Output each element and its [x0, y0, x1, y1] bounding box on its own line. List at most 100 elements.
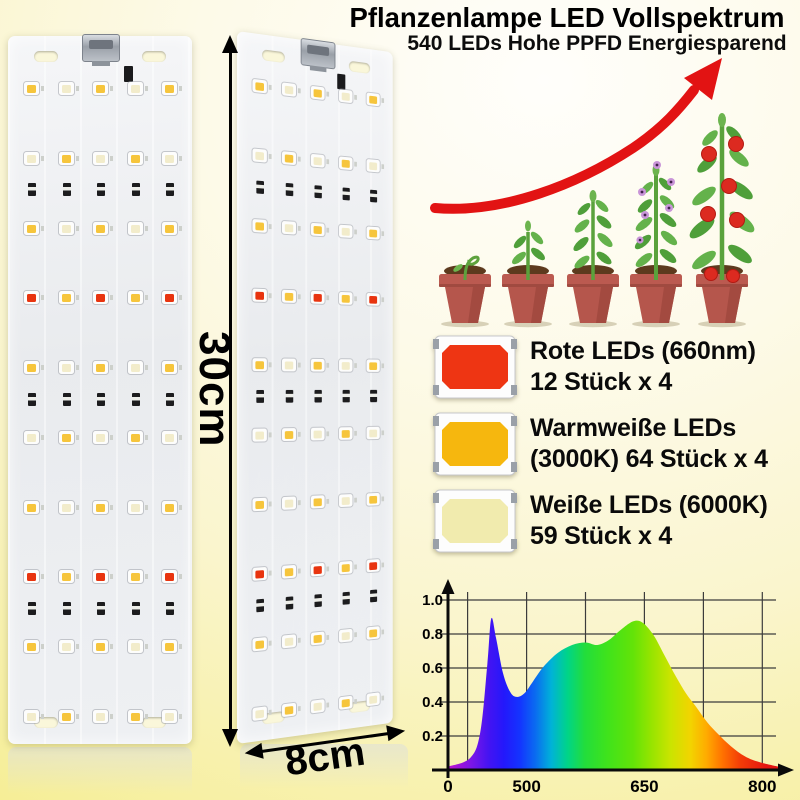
led-chip [59, 361, 79, 374]
mounting-hole [34, 717, 58, 728]
resistor-chip [370, 189, 378, 203]
led-chip [366, 559, 380, 573]
led-chip [93, 640, 113, 653]
led-chip [282, 82, 297, 97]
led-chip [128, 222, 148, 235]
led-chip [339, 628, 353, 643]
led-chip [162, 710, 182, 723]
resistor-chip [256, 389, 264, 403]
led-chip [339, 291, 353, 305]
led-chip [282, 634, 297, 649]
led-chip [162, 431, 182, 444]
spectrum-chart: 0.2 0.4 0.6 0.8 1.0 0 500 650 800 [422, 579, 794, 796]
led-chip [339, 89, 353, 104]
led-chip [24, 361, 44, 374]
led-chip [310, 495, 325, 509]
chart-axes [432, 579, 794, 778]
resistor-chip [285, 182, 294, 197]
led-chip [24, 82, 44, 95]
svg-text:650: 650 [630, 777, 658, 796]
svg-text:0.4: 0.4 [422, 694, 444, 711]
mounting-hole [262, 49, 285, 64]
resistor-chip [342, 187, 350, 201]
led-chip [24, 710, 44, 723]
panel-reflection [240, 744, 408, 796]
arrow-right-icon [386, 722, 407, 742]
resistor-chip [132, 183, 140, 196]
legend-label: Weiße LEDs (6000K) [530, 491, 768, 519]
led-chip [310, 153, 325, 168]
resistor-chip [166, 602, 174, 615]
led-chip [128, 361, 148, 374]
mounting-hole [348, 60, 371, 74]
usb-connector [82, 34, 120, 66]
resistor-chip [166, 183, 174, 196]
led-chip [24, 291, 44, 304]
led-chip [252, 78, 267, 94]
smd-component [337, 73, 346, 90]
led-chip [128, 291, 148, 304]
led-chip [252, 148, 267, 163]
fruit-icon [700, 136, 745, 283]
height-dimension-label: 30cm [190, 331, 239, 448]
resistor-chip [314, 185, 322, 199]
led-chip [366, 426, 380, 440]
legend-row-red: Rote LEDs (660nm) 12 Stück x 4 [433, 334, 768, 400]
page-subtitle: 540 LEDs Hohe PPFD Energiesparend [407, 32, 787, 55]
led-chip [366, 359, 380, 372]
led-panel-angled [237, 31, 393, 744]
led-chip [59, 570, 79, 583]
mounting-hole [142, 51, 166, 62]
led-chip [24, 640, 44, 653]
arrow-up-icon [222, 35, 238, 53]
svg-text:0.2: 0.2 [422, 728, 443, 745]
led-chip [310, 85, 325, 101]
led-chip [128, 82, 148, 95]
led-chip [252, 428, 267, 442]
led-chip [310, 222, 325, 237]
mounting-hole [34, 51, 58, 62]
resistor-chip [256, 598, 264, 613]
led-chip [282, 428, 297, 442]
led-chip [282, 220, 297, 235]
led-chip [93, 222, 113, 235]
led-chip [366, 492, 380, 506]
led-chip [59, 291, 79, 304]
legend-label: Warmweiße LEDs [530, 414, 737, 442]
pot-icon [439, 265, 748, 328]
legend-count: 12 Stück x 4 [530, 368, 673, 396]
led-chip [59, 82, 79, 95]
resistor-chip [314, 389, 322, 403]
led-chip [310, 631, 325, 646]
pot-icon [567, 265, 619, 328]
led-chip [366, 626, 380, 640]
legend-label: Rote LEDs (660nm) [530, 337, 756, 365]
led-chip [310, 427, 325, 441]
young-plant-icon [573, 190, 613, 280]
led-chip [162, 222, 182, 235]
led-chip [339, 494, 353, 508]
page-title: Pflanzenlampe LED Vollspektrum [349, 2, 785, 33]
led-chip [310, 358, 325, 372]
led-chip [252, 219, 267, 233]
panel-reflection [8, 747, 192, 800]
resistor-chip [285, 596, 294, 610]
led-chip [339, 695, 353, 710]
resistor-chip [370, 389, 378, 403]
led-chip [162, 640, 182, 653]
led-chip [24, 222, 44, 235]
led-chip [252, 497, 267, 512]
led-chip [282, 496, 297, 510]
led-legend: Rote LEDs (660nm) 12 Stück x 4 Warmweiße… [433, 334, 768, 554]
flower-icon [636, 161, 675, 244]
legend-count: 59 Stück x 4 [530, 522, 673, 550]
led-chip [282, 702, 297, 718]
led-chip [93, 361, 113, 374]
led-chip [252, 566, 267, 581]
arrow-down-icon [222, 729, 238, 747]
led-chip [310, 562, 325, 577]
led-chip [282, 289, 297, 303]
red-led-chip-icon [433, 335, 517, 399]
led-chip [252, 358, 267, 372]
led-chip [282, 564, 297, 579]
